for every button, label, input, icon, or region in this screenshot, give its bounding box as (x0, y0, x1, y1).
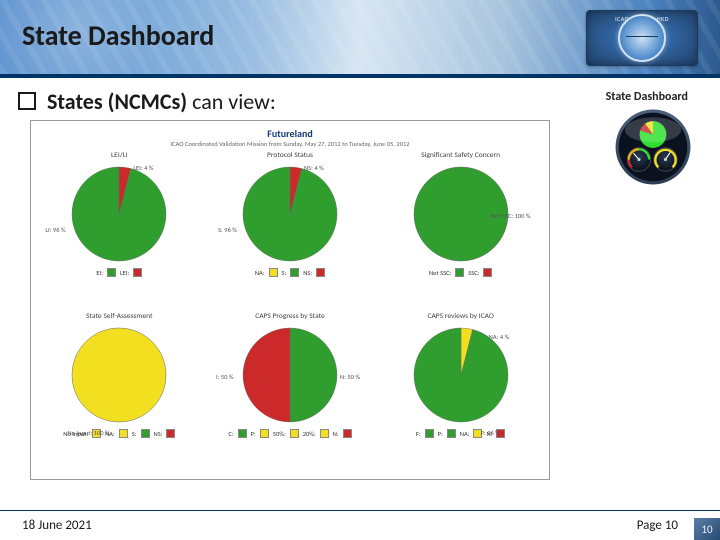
page-number-badge: 10 (694, 518, 720, 540)
pie-callout: No Input: 100 % (67, 429, 109, 437)
legend-swatch-icon (133, 268, 142, 277)
panel-subtitle: ICAO Coordinated Validation Mission from… (37, 140, 543, 148)
bullet-rest: can view: (187, 88, 276, 115)
pie-chart: NA: 4 %P: 96 % (413, 327, 509, 423)
pie-callout: I: 50 % (216, 373, 234, 381)
legend-swatch-icon (447, 429, 456, 438)
pie-callout: NA: 4 % (489, 333, 510, 341)
pie-callout: S: 96 % (218, 226, 237, 234)
footer-date: 18 June 2021 (22, 518, 92, 533)
pie-title: State Self-Assessment (86, 312, 152, 321)
side-gauge-cluster (614, 108, 692, 186)
legend-swatch-icon (238, 429, 247, 438)
pie-title: Protocol Status (267, 151, 313, 160)
logo-globe-icon (618, 14, 666, 62)
header-divider (0, 74, 720, 78)
pie-chart: I: 50 %N: 50 % (242, 327, 338, 423)
legend-swatch-icon (290, 429, 299, 438)
pie-title: LEI/LI (111, 151, 128, 160)
legend-swatch-icon (269, 268, 278, 277)
legend-swatch-icon (425, 429, 434, 438)
square-bullet-icon (18, 92, 36, 110)
pie-title: Significant Safety Concern (421, 151, 500, 160)
legend-label: LEI: (120, 269, 129, 277)
legend-swatch-icon (141, 429, 150, 438)
side-title: State Dashboard (606, 90, 688, 104)
legend-label: SSC: (468, 269, 479, 277)
pie-grid: LEI/LILEI: 4 %LI: 96 %EI:LEI:Protocol St… (37, 150, 543, 468)
gauge-dial-left-icon (627, 148, 650, 171)
pie-chart: LEI: 4 %LI: 96 % (71, 166, 167, 262)
pie-title: CAPS reviews by ICAO (427, 312, 493, 321)
bullet-strong: States (NCMCs) (47, 88, 187, 115)
legend-label: 20%: (303, 430, 316, 438)
gauge-dial-right-icon (654, 148, 677, 171)
legend-swatch-icon (320, 429, 329, 438)
pie-callout: NS: 4 % (304, 164, 324, 172)
pie-title: CAPS Progress by State (255, 312, 325, 321)
legend-swatch-icon (119, 429, 128, 438)
pie-chart-cell: State Self-Assessment No Input: 100 % No I… (37, 311, 202, 468)
footer-divider (0, 510, 720, 511)
legend-label: C: (228, 430, 233, 438)
legend-label: NS: (154, 430, 163, 438)
pie-legend: C: P: 50%: 20%: N: (228, 429, 351, 438)
legend-swatch-icon (290, 268, 299, 277)
legend-swatch-icon (260, 429, 269, 438)
legend-label: 50%: (273, 430, 286, 438)
legend-swatch-icon (166, 429, 175, 438)
legend-label: S: (282, 269, 287, 277)
footer: 18 June 2021 Page 10 10 (0, 510, 720, 540)
pie-chart-cell: Protocol StatusNS: 4 %S: 96 %NA:S:NS: (208, 150, 373, 307)
legend-label: Not SSC: (429, 269, 451, 277)
pie-chart-cell: CAPS Progress by StateI: 50 %N: 50 %C:P:… (208, 311, 373, 468)
legend-swatch-icon (455, 268, 464, 277)
pie-legend: EI: LEI: (96, 268, 142, 277)
pie-chart-cell: CAPS reviews by ICAONA: 4 %P: 96 %F:P:NA… (378, 311, 543, 468)
pie-chart: NS: 4 %S: 96 % (242, 166, 338, 262)
pie-chart: No Input: 100 % (71, 327, 167, 423)
pie-chart: Not SSC: 100 % (413, 166, 509, 262)
legend-label: P: (438, 430, 443, 438)
brand-logo: ICAO • CACI • HKD (586, 10, 698, 66)
legend-label: S: (132, 430, 137, 438)
legend-swatch-icon (107, 268, 116, 277)
pie-callout: LI: 96 % (45, 226, 65, 234)
legend-swatch-icon (316, 268, 325, 277)
page-title: State Dashboard (22, 18, 214, 53)
pie-callout: P: 96 % (481, 429, 500, 437)
header-banner: State Dashboard ICAO • CACI • HKD (0, 0, 720, 74)
legend-label: NA: (460, 430, 470, 438)
pie-chart-cell: Significant Safety Concern Not SSC: 100 %… (378, 150, 543, 307)
legend-label: EI: (96, 269, 103, 277)
pie-legend: NA: S: NS: (255, 268, 325, 277)
legend-swatch-icon (483, 268, 492, 277)
bullet-line: States (NCMCs) can view: (18, 88, 276, 115)
legend-label: NS: (303, 269, 312, 277)
pie-callout: N: 50 % (340, 373, 360, 381)
legend-label: P: (251, 430, 256, 438)
pie-legend: Not SSC: SSC: (429, 268, 493, 277)
footer-page: Page 10 (637, 518, 678, 533)
dashboard-panel: Futureland ICAO Coordinated Validation M… (30, 120, 550, 480)
panel-title: Futureland (37, 127, 543, 140)
pie-chart-cell: LEI/LILEI: 4 %LI: 96 %EI:LEI: (37, 150, 202, 307)
legend-label: F: (416, 430, 421, 438)
legend-swatch-icon (343, 429, 352, 438)
legend-label: NA: (255, 269, 265, 277)
pie-callout: Not SSC: 100 % (491, 212, 531, 220)
legend-label: N: (333, 430, 339, 438)
pie-callout: LEI: 4 % (133, 164, 153, 172)
